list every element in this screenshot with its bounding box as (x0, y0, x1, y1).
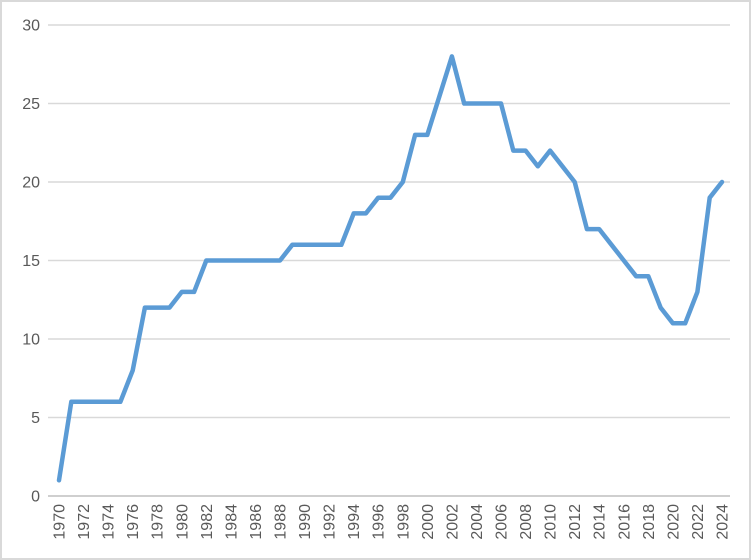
x-tick-label: 1974 (101, 504, 118, 540)
x-tick-label: 1982 (199, 504, 216, 540)
x-axis-tick-labels: 1970 1972 1974 1976 1978 1980 1982 1984 1986 1988… (52, 504, 732, 540)
y-tick-label: 5 (31, 410, 40, 427)
x-tick-label: 1998 (395, 504, 412, 540)
y-tick-label: 0 (31, 489, 40, 506)
x-tick-label: 2012 (567, 504, 584, 540)
x-tick-label: 2016 (616, 504, 633, 540)
x-tick-label: 2010 (543, 504, 560, 540)
x-tick-label: 1978 (150, 504, 167, 540)
y-tick-label: 20 (22, 175, 40, 192)
y-tick-label: 15 (22, 253, 40, 270)
x-tick-label: 2006 (494, 504, 511, 540)
y-tick-label: 10 (22, 332, 40, 349)
x-tick-label: 2002 (444, 504, 461, 540)
y-tick-label: 30 (22, 18, 40, 35)
x-tick-label: 1992 (322, 504, 339, 540)
x-tick-label: 2008 (518, 504, 535, 540)
data-series-line (56, 54, 725, 483)
x-tick-label: 1970 (52, 504, 69, 540)
x-tick-label: 1984 (223, 504, 240, 540)
x-tick-label: 2004 (469, 504, 486, 540)
x-tick-label: 2020 (665, 504, 682, 540)
x-tick-label: 1986 (248, 504, 265, 540)
y-gridlines (48, 24, 730, 497)
x-tick-label: 1996 (371, 504, 388, 540)
x-tick-label: 1988 (273, 504, 290, 540)
y-axis-tick-labels: 0 5 10 15 20 25 30 (22, 18, 40, 506)
x-tick-label: 1980 (174, 504, 191, 540)
y-tick-label: 25 (22, 96, 40, 113)
x-tick-label: 2024 (715, 504, 732, 540)
x-tick-label: 2018 (641, 504, 658, 540)
x-tick-label: 1972 (76, 504, 93, 540)
x-tick-label: 2014 (592, 504, 609, 540)
x-tick-label: 2022 (690, 504, 707, 540)
x-tick-label: 1994 (346, 504, 363, 540)
x-tick-label: 1990 (297, 504, 314, 540)
x-tick-label: 2000 (420, 504, 437, 540)
x-tick-label: 1976 (125, 504, 142, 540)
